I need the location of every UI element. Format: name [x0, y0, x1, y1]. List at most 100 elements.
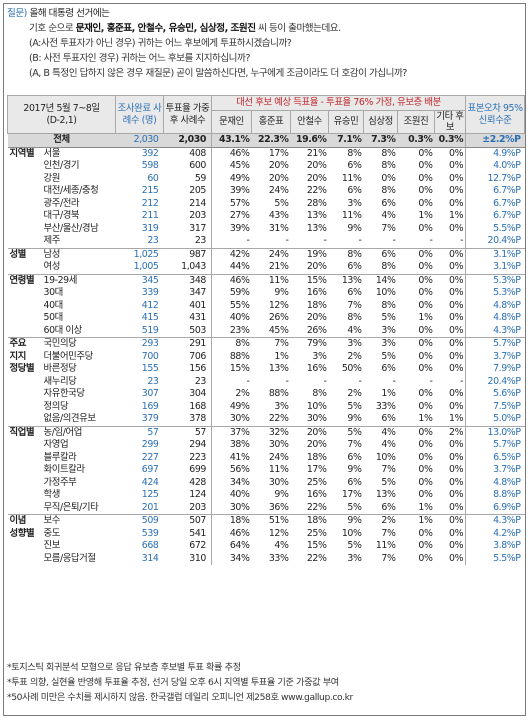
cell-cho: 0% [418, 160, 433, 171]
cell-yoo: 8% [328, 247, 364, 261]
weighted-size: 294 [163, 439, 212, 452]
cell-moon: 8% [211, 337, 252, 351]
cell-cho: 0% [418, 400, 433, 412]
cell-moon: 46% [211, 146, 252, 160]
cell-yoo: 6% [347, 261, 362, 272]
cell-hong: 11% [268, 464, 289, 475]
cell-cho: 1% [397, 514, 435, 528]
cell-yoo: 9% [347, 413, 362, 424]
question-text: 올해 대통령 선거에는 [26, 8, 110, 19]
group-label-empty [8, 413, 42, 426]
row-label: 40대 [43, 299, 64, 311]
row-label: 보수 [41, 514, 116, 528]
table-row: 정의당 169 168 49% 3% 10% 5% 33% 0% 0% 7.5%P [8, 400, 525, 414]
group-label-empty [8, 401, 42, 414]
weighted-size: 401 [163, 299, 212, 312]
row-label: 모름/응답거절 [43, 552, 97, 564]
candidate-header-hong: 홍준표 [251, 110, 291, 134]
sample-size-header: 조사완료 사례수 (명) [115, 95, 164, 134]
question-line-b: (B: 사전 투표자인 경우) 귀하는 어느 후보를 지지하십니까? [29, 53, 250, 64]
group-label: 지지 [9, 350, 27, 362]
table-row: 가정주부 424 428 34% 30% 25% 6% 5% 0% 0% 4.8%P [8, 476, 525, 489]
page-frame [3, 3, 526, 716]
group-label-empty [8, 235, 42, 248]
cell-sim: 2% [363, 514, 398, 528]
weighted-size: 706 [163, 350, 212, 363]
row-label: 자유한국당 [43, 388, 86, 399]
cell-sim: 8% [381, 160, 396, 171]
cell-other: 0% [434, 337, 466, 351]
table-row: 없음/의견유보 379 378 30% 22% 30% 9% 6% 1% 1% 5.0%P [8, 413, 525, 426]
sample-size: 509 [115, 514, 164, 528]
row-label: 더불어민주당 [43, 350, 94, 362]
group-label-empty [8, 261, 42, 274]
cell-cho: 0% [418, 439, 433, 450]
row-label: 정의당 [43, 400, 69, 412]
cell-cho: 1% [418, 312, 433, 323]
weighted-size: 348 [163, 273, 212, 287]
cell-sim: 8% [381, 261, 396, 272]
cell-sim: 7% [381, 552, 396, 564]
cell-hong: 7% [251, 337, 291, 351]
cell-ahn: 28% [306, 197, 327, 209]
weighted-size: 431 [163, 312, 212, 325]
weighted-size: 699 [163, 464, 212, 477]
cell-sim: 14% [363, 273, 398, 287]
cell-other: 0% [434, 514, 466, 528]
weighted-size: 291 [163, 337, 212, 351]
cell-hong: 12% [268, 299, 289, 311]
cell-cho: 0% [418, 299, 433, 311]
cell-yoo: - [358, 375, 362, 387]
cell-ahn: 13% [306, 222, 327, 234]
cell-sim: 7% [381, 527, 396, 539]
cell-cho: 1% [418, 210, 433, 221]
cell-cho: 0% [418, 527, 433, 539]
cell-sim: 6% [381, 197, 396, 209]
cell-cho: 0% [418, 222, 433, 234]
error-margin: 20.4%P [465, 235, 525, 248]
row-label: 학생 [43, 489, 61, 500]
cell-ahn: 25% [306, 527, 327, 539]
cell-cho: 1% [418, 501, 433, 513]
group-label-empty [8, 300, 42, 313]
cell-moon: 30% [229, 501, 250, 513]
question-line-2: 기호 순으로 문재인, 홍준표, 안철수, 유승민, 심상정, 조원진 씨 등이… [7, 21, 522, 36]
total-moon: 43.1% [211, 133, 252, 148]
cell-hong: 24% [268, 451, 289, 463]
error-margin: 5.7%P [465, 439, 525, 452]
cell-other: 0% [449, 185, 464, 196]
weighted-size: 378 [163, 413, 212, 426]
question-tag: 질문) [7, 8, 27, 19]
cell-cho: 0% [418, 464, 433, 475]
cell-hong: 11% [251, 273, 291, 287]
cell-yoo: 7% [347, 299, 362, 311]
total-cho: 0.3% [397, 133, 435, 148]
cell-yoo: 3% [347, 197, 362, 209]
error-margin: 3.8%P [465, 540, 525, 553]
cell-cho: 0% [418, 287, 433, 298]
table-row: 자영업 299 294 38% 30% 20% 7% 4% 0% 0% 5.7%P [8, 439, 525, 452]
cell-other: 0% [449, 261, 464, 272]
cell-hong: 33% [268, 552, 289, 564]
cell-moon: 46% [229, 527, 250, 539]
cell-cho: 1% [418, 413, 433, 424]
row-label: 농/임/어업 [41, 425, 116, 439]
cell-sim: 11% [375, 540, 396, 551]
cell-other: 0% [434, 247, 466, 261]
sample-size: 57 [115, 425, 164, 439]
table-row: 연령별 19-29세 345 348 46% 11% 15% 13% 14% 0% 0% 5.3%P [7, 273, 525, 287]
question-line-a: (A:사전 투표자가 아닌 경우) 귀하는 어느 후보에게 투표하시겠습니까? [29, 38, 292, 49]
cell-other: 0% [449, 363, 464, 374]
cell-moon: 46% [211, 273, 252, 287]
cell-moon: 64% [229, 540, 250, 551]
table-row: 50대 415 431 40% 26% 20% 8% 5% 1% 0% 4.8%P [8, 312, 525, 325]
row-label: 30대 [43, 287, 64, 298]
cell-yoo: 7% [347, 439, 362, 450]
cell-cho: 0% [418, 363, 433, 374]
cell-hong: 45% [268, 324, 289, 336]
cell-sim: 13% [375, 489, 396, 500]
row-label: 60대 이상 [43, 324, 83, 336]
cell-sim: 1% [381, 388, 396, 399]
cell-ahn: 13% [306, 210, 327, 221]
cell-ahn: 25% [306, 476, 327, 488]
